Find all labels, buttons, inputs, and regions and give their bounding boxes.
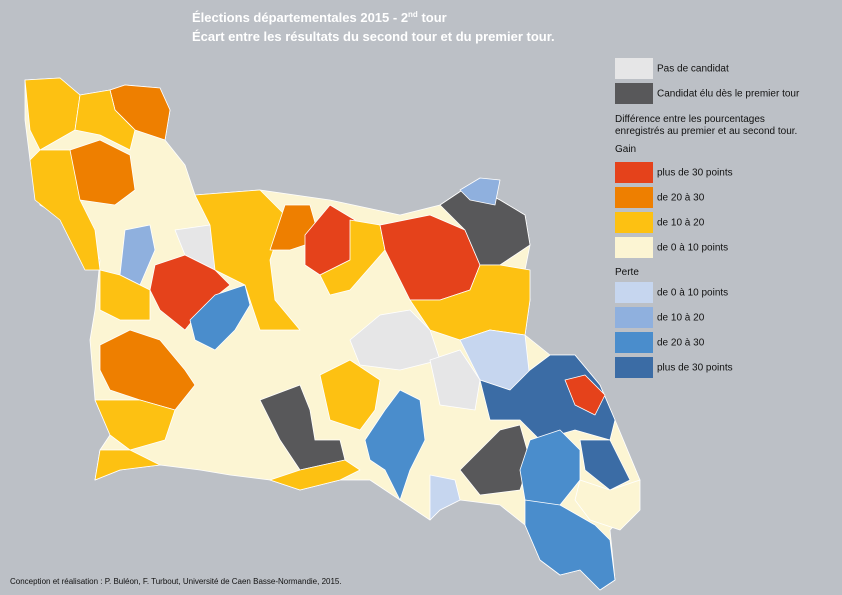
- title-text: Élections départementales 2015 - 2: [192, 10, 408, 25]
- region: [94, 399, 176, 451]
- legend-gain-title: Gain: [615, 144, 636, 155]
- region: [319, 359, 381, 431]
- legend-swatch: [615, 162, 653, 183]
- legend-swatch: [615, 237, 653, 258]
- legend-label: Candidat élu dès le premier tour: [657, 89, 800, 100]
- region: [574, 479, 641, 531]
- legend-label: plus de 30 points: [657, 168, 733, 179]
- region: [189, 284, 251, 351]
- region: [194, 189, 301, 331]
- region: [94, 449, 161, 481]
- region: [459, 177, 501, 206]
- credit: Conception et réalisation : P. Buléon, F…: [10, 577, 342, 586]
- legend-swatch: [615, 307, 653, 328]
- region: [119, 224, 156, 286]
- region: [29, 149, 101, 271]
- legend-label: de 10 à 20: [657, 218, 705, 229]
- map: [24, 77, 641, 591]
- legend-label: Pas de candidat: [657, 64, 729, 75]
- region: [269, 459, 361, 491]
- legend-label: de 20 à 30: [657, 338, 705, 349]
- region: [524, 499, 616, 591]
- region: [99, 269, 151, 321]
- region: [459, 424, 531, 496]
- title-line-2: Écart entre les résultats du second tour…: [192, 29, 555, 44]
- region: [364, 389, 426, 501]
- legend-label: plus de 30 points: [657, 363, 733, 374]
- legend-swatch: [615, 357, 653, 378]
- title-superscript: nd: [408, 10, 418, 19]
- legend-label: de 0 à 10 points: [657, 288, 728, 299]
- legend: Pas de candidat Candidat élu dès le premi…: [615, 58, 800, 378]
- region: [429, 349, 481, 411]
- legend-swatch: [615, 83, 653, 104]
- region: [74, 89, 136, 151]
- legend-label: de 20 à 30: [657, 193, 705, 204]
- region: [564, 374, 606, 416]
- region: [99, 329, 196, 411]
- legend-loss-title: Perte: [615, 267, 639, 278]
- title-after: tour: [418, 10, 447, 25]
- legend-swatch: [615, 282, 653, 303]
- region: [429, 474, 461, 521]
- legend-label: de 0 à 10 points: [657, 243, 728, 254]
- region: [409, 264, 531, 341]
- legend-swatch: [615, 332, 653, 353]
- legend-swatch: [615, 212, 653, 233]
- region: [259, 384, 346, 471]
- legend-description-1: Différence entre les pourcentages: [615, 114, 765, 125]
- region: [349, 309, 441, 371]
- legend-label: de 10 à 20: [657, 313, 705, 324]
- region: [579, 439, 631, 491]
- legend-description-2: enregistrés au premier et au second tour…: [615, 126, 797, 137]
- legend-swatch: [615, 187, 653, 208]
- title-line-1: Élections départementales 2015 - 2nd tou…: [192, 10, 447, 25]
- legend-swatch: [615, 58, 653, 79]
